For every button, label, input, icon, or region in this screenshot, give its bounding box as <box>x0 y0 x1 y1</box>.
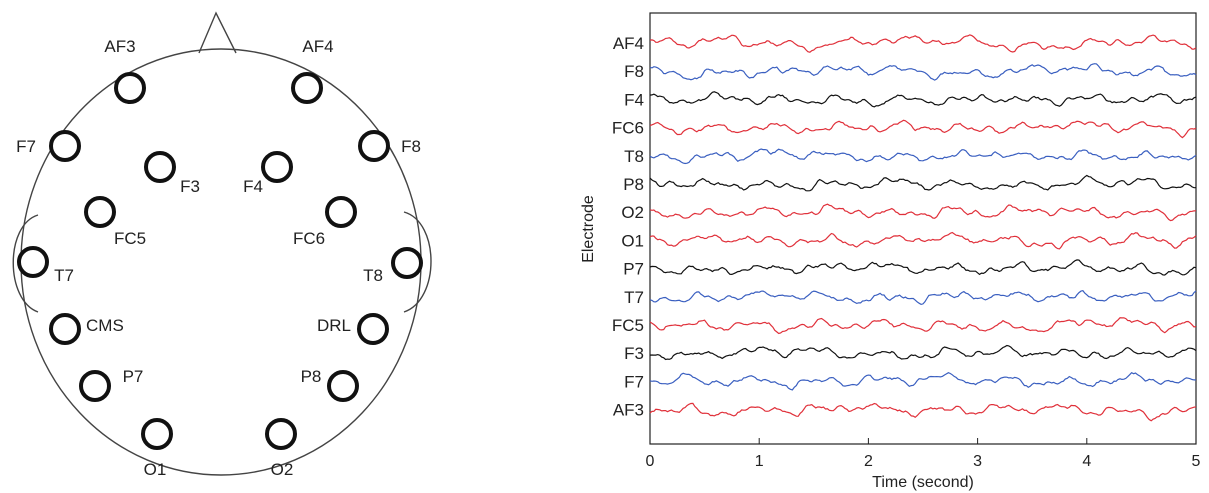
electrode-cms <box>49 313 81 345</box>
left-ear <box>12 214 39 313</box>
trace-af3 <box>649 402 1197 422</box>
electrode-f3 <box>144 151 176 183</box>
trace-f8 <box>649 63 1197 81</box>
electrode-tick-o2: O2 <box>621 203 644 222</box>
electrode-tick-o1: O1 <box>621 231 644 250</box>
electrode-af3 <box>114 72 146 104</box>
electrode-label-fc6: FC6 <box>293 229 325 248</box>
electrode-af4 <box>291 72 323 104</box>
electrode-label-p7: P7 <box>123 367 144 386</box>
trace-f3 <box>649 344 1197 361</box>
electrode-tick-p7: P7 <box>623 260 644 279</box>
x-tick-label-5: 5 <box>1192 453 1201 470</box>
electrode-tick-labels: AF4 F8 F4 FC6 T8 P8 O2 O1 P7 T7 FC5 F3 F7 AF3 <box>612 34 644 420</box>
x-tick-label-4: 4 <box>1082 453 1091 470</box>
x-axis-label: Time (second) <box>872 474 974 491</box>
trace-t7 <box>649 290 1197 306</box>
x-tick-label-3: 3 <box>973 453 982 470</box>
electrode-label-af3: AF3 <box>104 37 135 56</box>
head-outline <box>20 48 422 476</box>
electrode-tick-fc5: FC5 <box>612 316 644 335</box>
electrode-label-drl: DRL <box>317 316 351 335</box>
x-tick-label-2: 2 <box>864 453 873 470</box>
electrode-f4 <box>261 151 293 183</box>
electrode-label-cms: CMS <box>86 316 124 335</box>
trace-p7 <box>649 259 1197 276</box>
electrode-tick-t8: T8 <box>624 147 644 166</box>
trace-f4 <box>649 91 1197 108</box>
electrode-o2 <box>265 418 297 450</box>
electrode-tick-f7: F7 <box>624 372 644 391</box>
trace-fc5 <box>649 317 1197 335</box>
electrode-tick-af3: AF3 <box>613 401 644 420</box>
electrode-label-o2: O2 <box>271 460 294 479</box>
trace-f7 <box>649 371 1197 391</box>
plot-frame <box>649 12 1197 445</box>
electrode-tick-fc6: FC6 <box>612 119 644 138</box>
trace-o1 <box>649 231 1197 250</box>
electrode-label-af4: AF4 <box>302 37 333 56</box>
electrode-label-f8: F8 <box>401 137 421 156</box>
nose <box>198 11 237 54</box>
electrode-label-f4: F4 <box>243 177 263 196</box>
electrode-t8 <box>391 247 423 279</box>
electrode-label-fc5: FC5 <box>114 229 146 248</box>
electrode-drl <box>357 313 389 345</box>
electrode-label-t8: T8 <box>363 266 383 285</box>
electrode-tick-f8: F8 <box>624 62 644 81</box>
trace-o2 <box>649 203 1197 222</box>
electrode-f8 <box>358 130 390 162</box>
electrode-label-f3: F3 <box>180 177 200 196</box>
electrode-tick-t7: T7 <box>624 288 644 307</box>
electrode-f7 <box>49 130 81 162</box>
electrodes: AF3 AF4 F7 F8 F3 F4 FC5 FC6 T7 T8 CMS DRL P7 P8 O1 O2 <box>16 37 423 479</box>
electrode-tick-af4: AF4 <box>613 34 644 53</box>
electrode-o1 <box>141 418 173 450</box>
right-ear <box>403 211 432 313</box>
x-tick-label-0: 0 <box>646 453 655 470</box>
electrode-head-map: AF3 AF4 F7 F8 F3 F4 FC5 FC6 T7 T8 CMS DRL P7 P8 O1 O2 <box>12 11 432 479</box>
electrode-tick-f3: F3 <box>624 344 644 363</box>
electrode-t7 <box>17 246 49 278</box>
electrode-p8 <box>327 370 359 402</box>
trace-t8 <box>649 148 1197 165</box>
electrode-fc5 <box>84 196 116 228</box>
electrode-tick-f4: F4 <box>624 90 644 109</box>
electrode-label-o1: O1 <box>144 460 167 479</box>
trace-p8 <box>649 174 1196 192</box>
electrode-p7 <box>79 370 111 402</box>
x-tick-label-1: 1 <box>755 453 764 470</box>
y-axis-label: Electrode <box>580 195 597 263</box>
trace-fc6 <box>649 119 1197 139</box>
electrode-label-t7: T7 <box>54 266 74 285</box>
trace-af4 <box>649 34 1197 53</box>
electrode-fc6 <box>325 196 357 228</box>
time-axis-ticks: 0 1 2 3 4 5 <box>646 438 1201 470</box>
electrode-label-f7: F7 <box>16 137 36 156</box>
eeg-traces <box>649 34 1197 422</box>
electrode-tick-p8: P8 <box>623 175 644 194</box>
electrode-label-p8: P8 <box>301 367 322 386</box>
